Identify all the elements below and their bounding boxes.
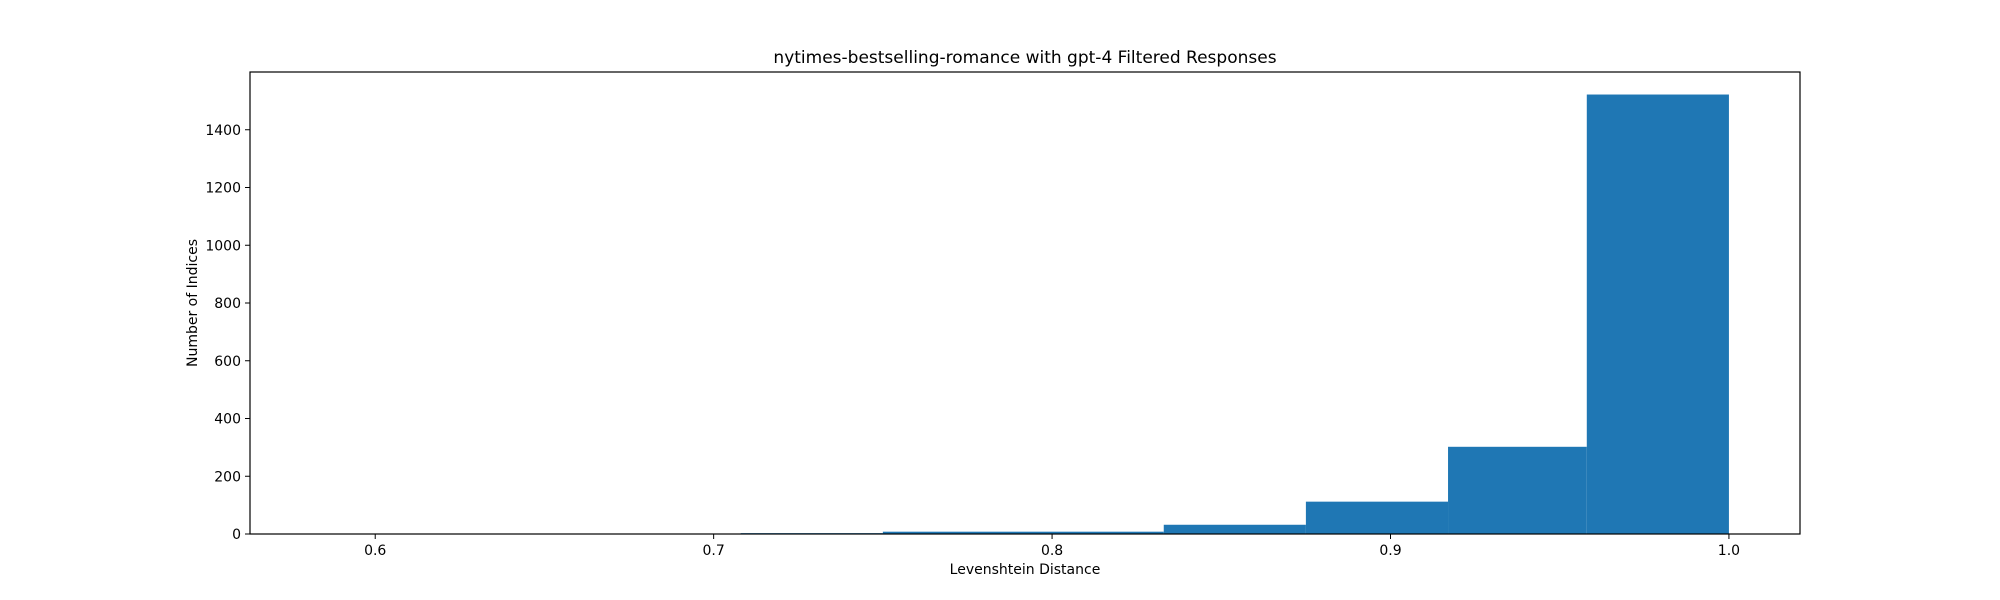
bars-group <box>317 94 1729 535</box>
x-tick-label: 0.8 <box>1041 543 1063 559</box>
y-tick-label: 1200 <box>205 181 241 197</box>
y-tick-label: 1000 <box>205 238 241 254</box>
y-tick-label: 1400 <box>205 123 241 139</box>
y-tick-label: 600 <box>214 354 241 370</box>
histogram-bar <box>1586 94 1729 535</box>
y-axis-label: Number of Indices <box>185 239 201 367</box>
y-tick-label: 0 <box>232 527 241 543</box>
histogram-bar <box>882 531 1025 534</box>
histogram-bar <box>1025 531 1164 534</box>
x-tick-label: 0.9 <box>1379 543 1401 559</box>
x-tick-label: 0.6 <box>364 543 386 559</box>
y-tick-label: 200 <box>214 469 241 485</box>
histogram-bar <box>1163 524 1306 534</box>
x-tick-label: 0.7 <box>703 543 725 559</box>
x-tick-label: 1.0 <box>1718 543 1740 559</box>
histogram-bar <box>1448 446 1587 534</box>
y-tick-label: 400 <box>214 412 241 428</box>
chart-title: nytimes-bestselling-romance with gpt-4 F… <box>773 48 1276 68</box>
y-tick-label: 800 <box>214 296 241 312</box>
histogram-bar <box>1305 501 1449 534</box>
x-axis-label: Levenshtein Distance <box>950 562 1101 578</box>
y-axis-ticks: 0 200 400 600 800 1000 1200 1400 <box>205 123 250 543</box>
x-axis-ticks: 0.6 0.7 0.8 0.9 1.0 <box>364 534 1740 559</box>
